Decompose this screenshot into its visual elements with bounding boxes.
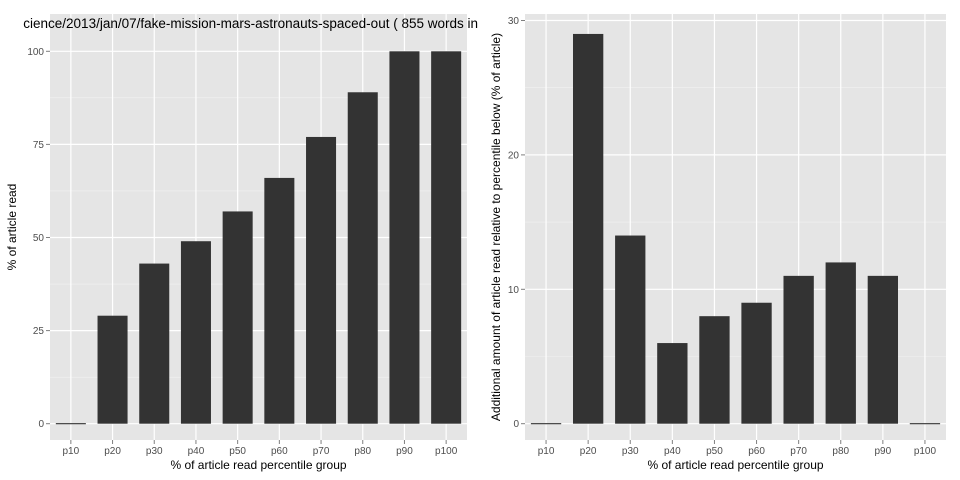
chart1-bar-p80 [347, 92, 378, 424]
chart2-bar-p70 [783, 275, 814, 424]
chart2-bar-p20 [572, 33, 604, 424]
chart1-bar-p50 [222, 211, 253, 424]
chart2-x-tick-label: p40 [664, 446, 681, 457]
chart2-y-tick-label: 10 [508, 285, 520, 296]
chart1-y-tick-label: 100 [27, 47, 44, 58]
chart1-bar-p100 [431, 51, 462, 424]
chart2-x-tick-label: p10 [538, 446, 555, 457]
chart2-x-axis-label: % of article read percentile group [647, 458, 823, 472]
chart2-bar-p80 [825, 262, 856, 424]
chart1-x-tick-label: p30 [146, 446, 163, 457]
chart2-y-tick-label: 30 [508, 16, 520, 27]
chart1-bar-p20 [97, 315, 128, 424]
chart2-x-tick-label: p50 [706, 446, 723, 457]
chart1-x-tick-label: p20 [104, 446, 121, 457]
chart2-bar-p40 [657, 343, 688, 424]
chart1-y-tick-label: 75 [33, 140, 45, 151]
chart1-bar-p90 [389, 51, 420, 424]
chart1-x-tick-label: p50 [229, 446, 246, 457]
chart1-x-tick-label: p60 [271, 446, 288, 457]
chart2-x-tick-label: p80 [832, 446, 849, 457]
chart2-y-tick-label: 20 [508, 150, 520, 161]
chart1-y-tick-label: 0 [38, 419, 44, 430]
chart1-x-tick-label: p70 [313, 446, 330, 457]
chart2-bar-p30 [615, 235, 646, 424]
chart2-y-tick-label: 0 [513, 419, 519, 430]
chart1-bar-p60 [264, 177, 295, 424]
chart2-x-tick-label: p100 [914, 446, 937, 457]
chart2-x-tick-label: p60 [748, 446, 765, 457]
chart2-x-tick-label: p20 [580, 446, 597, 457]
chart1-x-axis-label: % of article read percentile group [170, 458, 346, 472]
chart1-x-tick-label: p10 [63, 446, 80, 457]
chart1-y-axis-label: % of article read [5, 184, 19, 271]
chart1-x-tick-label: p100 [435, 446, 458, 457]
chart1-bar-p40 [180, 241, 211, 424]
chart1-x-tick-label: p80 [354, 446, 371, 457]
chart2-bar-p50 [699, 316, 730, 424]
chart2-x-tick-label: p30 [622, 446, 639, 457]
chart1-bar-p30 [139, 263, 170, 424]
chart1-x-tick-label: p40 [188, 446, 205, 457]
chart1-x-tick-label: p90 [396, 446, 413, 457]
chart2-bar-p60 [741, 302, 772, 424]
chart2-x-tick-label: p90 [875, 446, 892, 457]
chart2-y-axis-label: Additional amount of article read relati… [489, 33, 503, 421]
chart-title: cience/2013/jan/07/fake-mission-mars-ast… [23, 16, 478, 31]
chart2-bar-p90 [867, 275, 899, 424]
chart1-y-tick-label: 25 [33, 326, 45, 337]
chart1-y-tick-label: 50 [33, 233, 45, 244]
chart2-x-tick-label: p70 [790, 446, 807, 457]
chart1-bar-p70 [306, 136, 337, 424]
